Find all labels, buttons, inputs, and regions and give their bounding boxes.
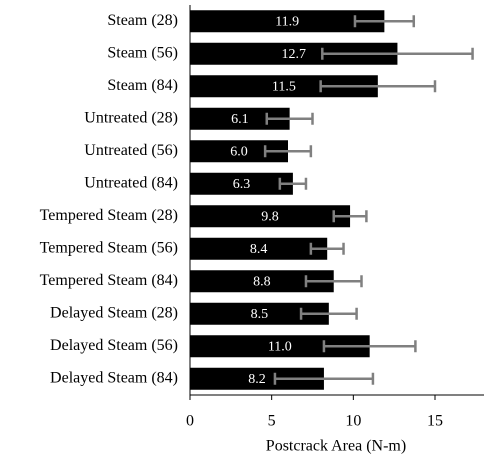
y-tick-label: Untreated (56) xyxy=(84,142,178,159)
y-tick-label: Steam (56) xyxy=(107,44,178,61)
bar xyxy=(190,237,328,260)
value-label: 8.5 xyxy=(251,307,269,322)
bar xyxy=(190,205,351,228)
y-tick-label: Delayed Steam (28) xyxy=(50,304,178,321)
value-label: 6.3 xyxy=(233,177,251,192)
error-bar xyxy=(278,177,308,190)
bar xyxy=(190,42,398,65)
error-bar xyxy=(353,15,416,28)
y-tick-label: Tempered Steam (84) xyxy=(40,272,178,289)
bar xyxy=(190,367,324,390)
value-label: 11.9 xyxy=(275,14,299,29)
error-bar xyxy=(265,112,314,125)
y-tick-label: Delayed Steam (56) xyxy=(50,337,178,354)
y-tick-label: Steam (84) xyxy=(107,77,178,94)
value-label: 8.2 xyxy=(248,372,266,387)
bar xyxy=(190,107,290,130)
y-tick-label: Steam (28) xyxy=(107,12,178,29)
value-label: 9.8 xyxy=(261,209,279,224)
y-tick-label: Untreated (28) xyxy=(84,109,178,126)
y-tick-label: Tempered Steam (28) xyxy=(40,207,178,224)
x-tick-label: 15 xyxy=(427,413,443,430)
error-bar xyxy=(332,210,368,223)
error-bar xyxy=(309,242,345,255)
error-bar xyxy=(304,275,363,288)
y-tick-label: Delayed Steam (84) xyxy=(50,369,178,386)
error-bar xyxy=(321,47,474,60)
error-bar xyxy=(273,372,375,385)
y-tick-label: Tempered Steam (56) xyxy=(40,239,178,256)
bar xyxy=(190,140,288,163)
x-axis-title: Postcrack Area (N-m) xyxy=(266,438,406,455)
bar xyxy=(190,302,329,325)
x-tick-label: 10 xyxy=(345,413,361,430)
bar xyxy=(190,10,385,33)
error-bar xyxy=(299,307,358,320)
value-label: 6.1 xyxy=(231,112,249,127)
value-label: 8.8 xyxy=(253,274,271,289)
bar xyxy=(190,270,334,293)
bar xyxy=(190,75,378,98)
y-tick-label: Untreated (84) xyxy=(84,174,178,191)
value-label: 8.4 xyxy=(250,242,268,257)
value-label: 11.0 xyxy=(268,339,292,354)
error-bar xyxy=(322,340,417,353)
x-tick-label: 5 xyxy=(268,413,276,430)
bar xyxy=(190,172,293,195)
value-label: 12.7 xyxy=(281,47,306,62)
error-bar xyxy=(263,145,313,158)
value-label: 11.5 xyxy=(272,79,296,94)
value-label: 6.0 xyxy=(230,144,248,159)
x-tick-label: 0 xyxy=(186,413,194,430)
error-bar xyxy=(319,80,437,93)
